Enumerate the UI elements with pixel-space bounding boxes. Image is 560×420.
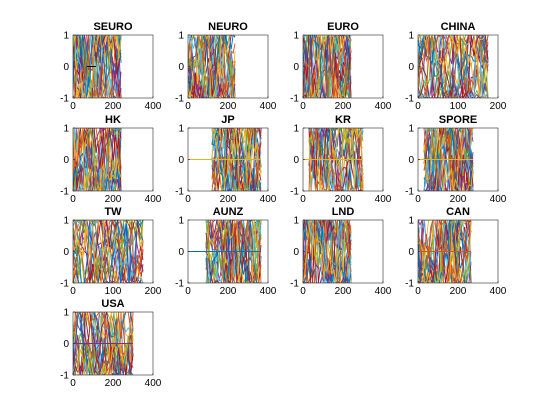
subplot-title: CHINA: [441, 21, 476, 33]
x-tick-label: 200: [490, 101, 507, 112]
y-tick-label: 0: [63, 247, 69, 258]
x-tick-label: 400: [490, 194, 507, 205]
y-tick-label: 0: [408, 155, 414, 166]
x-tick-label: 0: [415, 194, 421, 205]
series-group: [73, 35, 121, 98]
x-tick-label: 100: [105, 286, 122, 297]
subplot-title: EURO: [327, 21, 359, 33]
x-tick-label: 0: [70, 378, 76, 389]
subplot-title: CAN: [446, 206, 470, 218]
y-tick-label: 0: [293, 62, 299, 73]
y-tick-label: -1: [60, 279, 69, 290]
x-tick-label: 0: [70, 286, 76, 297]
x-tick-label: 200: [220, 101, 237, 112]
x-tick-label: 0: [185, 101, 191, 112]
y-tick-label: 0: [293, 155, 299, 166]
y-tick-label: 1: [293, 124, 299, 135]
y-tick-label: 1: [178, 216, 184, 227]
x-tick-label: 400: [260, 101, 277, 112]
y-tick-label: -1: [60, 94, 69, 105]
y-tick-label: 1: [63, 31, 69, 42]
y-tick-label: 0: [178, 247, 184, 258]
y-tick-label: 1: [63, 124, 69, 135]
y-tick-label: -1: [60, 187, 69, 198]
x-tick-label: 400: [260, 286, 277, 297]
y-tick-label: -1: [405, 94, 414, 105]
x-tick-label: 200: [450, 286, 467, 297]
x-tick-label: 0: [70, 194, 76, 205]
x-tick-label: 200: [335, 286, 352, 297]
x-tick-label: 400: [375, 194, 392, 205]
y-tick-label: 0: [408, 62, 414, 73]
y-tick-label: 1: [63, 216, 69, 227]
subplot-title: SEURO: [93, 21, 133, 33]
y-tick-label: 0: [63, 62, 69, 73]
series-group: [418, 128, 473, 191]
y-tick-label: -1: [405, 187, 414, 198]
y-tick-label: -1: [290, 279, 299, 290]
x-tick-label: 200: [105, 378, 122, 389]
subplot-title: TW: [104, 206, 122, 218]
x-tick-label: 0: [415, 286, 421, 297]
y-tick-label: -1: [175, 279, 184, 290]
x-tick-label: 400: [490, 286, 507, 297]
y-tick-label: 0: [178, 62, 184, 73]
y-tick-label: -1: [405, 279, 414, 290]
y-tick-label: 1: [408, 124, 414, 135]
x-tick-label: 200: [220, 194, 237, 205]
y-tick-label: 1: [293, 216, 299, 227]
y-tick-label: -1: [60, 371, 69, 382]
x-tick-label: 0: [300, 194, 306, 205]
x-tick-label: 200: [450, 194, 467, 205]
y-tick-label: 0: [63, 155, 69, 166]
x-tick-label: 100: [450, 101, 467, 112]
y-tick-label: -1: [175, 94, 184, 105]
subplot-title: KR: [335, 114, 351, 126]
x-tick-label: 0: [185, 286, 191, 297]
y-tick-label: 1: [293, 31, 299, 42]
subplot-title: AUNZ: [213, 206, 244, 218]
x-tick-label: 0: [300, 286, 306, 297]
x-tick-label: 200: [105, 194, 122, 205]
series-group: [303, 35, 351, 98]
x-tick-label: 0: [185, 194, 191, 205]
y-tick-label: 1: [178, 31, 184, 42]
x-tick-label: 0: [70, 101, 76, 112]
y-tick-label: 1: [63, 308, 69, 319]
x-tick-label: 200: [145, 286, 162, 297]
subplot-title: NEURO: [208, 21, 248, 33]
x-tick-label: 400: [375, 101, 392, 112]
y-tick-label: 0: [178, 155, 184, 166]
y-tick-label: 0: [408, 247, 414, 258]
y-tick-label: -1: [290, 94, 299, 105]
x-tick-label: 200: [220, 286, 237, 297]
x-tick-label: 0: [300, 101, 306, 112]
y-tick-label: -1: [290, 187, 299, 198]
x-tick-label: 200: [335, 194, 352, 205]
y-tick-label: 0: [293, 247, 299, 258]
subplot-title: HK: [105, 114, 121, 126]
subplot-title: USA: [101, 298, 124, 310]
y-tick-label: 1: [408, 31, 414, 42]
y-tick-label: 0: [63, 339, 69, 350]
series-group: [73, 220, 143, 283]
y-tick-label: -1: [175, 187, 184, 198]
x-tick-label: 200: [105, 101, 122, 112]
x-tick-label: 200: [335, 101, 352, 112]
x-tick-label: 400: [145, 194, 162, 205]
y-tick-label: 1: [408, 216, 414, 227]
series-group: [188, 35, 235, 98]
y-tick-label: 1: [178, 124, 184, 135]
subplot-title: SPORE: [439, 114, 478, 126]
x-tick-label: 400: [375, 286, 392, 297]
subplot-title: JP: [221, 114, 234, 126]
subplot-title: LND: [332, 206, 355, 218]
x-tick-label: 400: [145, 378, 162, 389]
x-tick-label: 400: [145, 101, 162, 112]
x-tick-label: 400: [260, 194, 277, 205]
x-tick-label: 0: [415, 101, 421, 112]
series-group: [73, 128, 121, 191]
